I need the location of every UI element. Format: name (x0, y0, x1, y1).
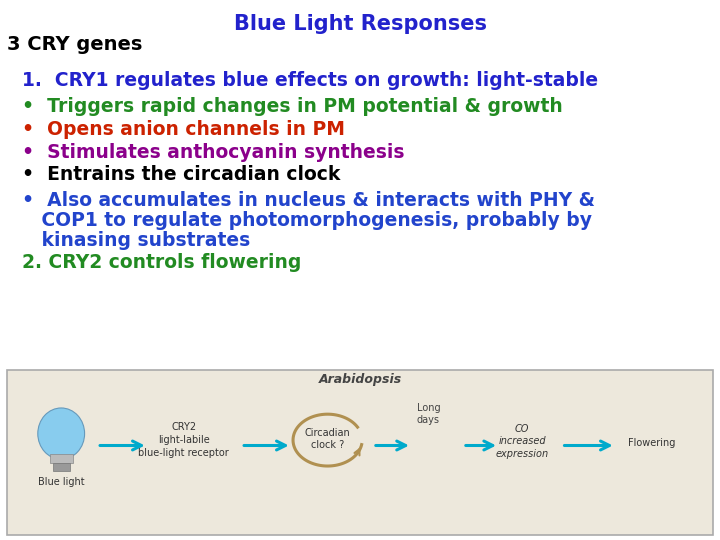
Bar (50, 454, 73, 463)
Text: Arabidopsis: Arabidopsis (318, 373, 402, 386)
Text: CO
increased
expression: CO increased expression (495, 424, 549, 458)
Text: Blue Light Responses: Blue Light Responses (233, 14, 487, 33)
Text: •  Entrains the circadian clock: • Entrains the circadian clock (22, 165, 340, 184)
Text: •  Stimulates anthocyanin synthesis: • Stimulates anthocyanin synthesis (22, 143, 404, 161)
Text: CRY2
light-labile
blue-light receptor: CRY2 light-labile blue-light receptor (138, 422, 229, 458)
Text: •  Also accumulates in nucleus & interacts with PHY &: • Also accumulates in nucleus & interact… (22, 191, 595, 210)
Text: 3 CRY genes: 3 CRY genes (7, 35, 143, 54)
Ellipse shape (37, 408, 85, 459)
Text: Long
days: Long days (417, 403, 440, 426)
Bar (53, 463, 70, 471)
Text: 2. CRY2 controls flowering: 2. CRY2 controls flowering (22, 253, 301, 272)
Text: COP1 to regulate photomorphogenesis, probably by: COP1 to regulate photomorphogenesis, pro… (22, 211, 592, 229)
FancyBboxPatch shape (7, 370, 713, 535)
Text: •  Triggers rapid changes in PM potential & growth: • Triggers rapid changes in PM potential… (22, 97, 562, 116)
Text: Circadian
clock ?: Circadian clock ? (305, 428, 351, 450)
Text: kinasing substrates: kinasing substrates (22, 231, 250, 249)
Text: Blue light: Blue light (38, 477, 84, 487)
Text: 1.  CRY1 regulates blue effects on growth: light-stable: 1. CRY1 regulates blue effects on growth… (22, 71, 598, 90)
Text: Flowering: Flowering (628, 438, 675, 448)
Text: •  Opens anion channels in PM: • Opens anion channels in PM (22, 120, 345, 139)
